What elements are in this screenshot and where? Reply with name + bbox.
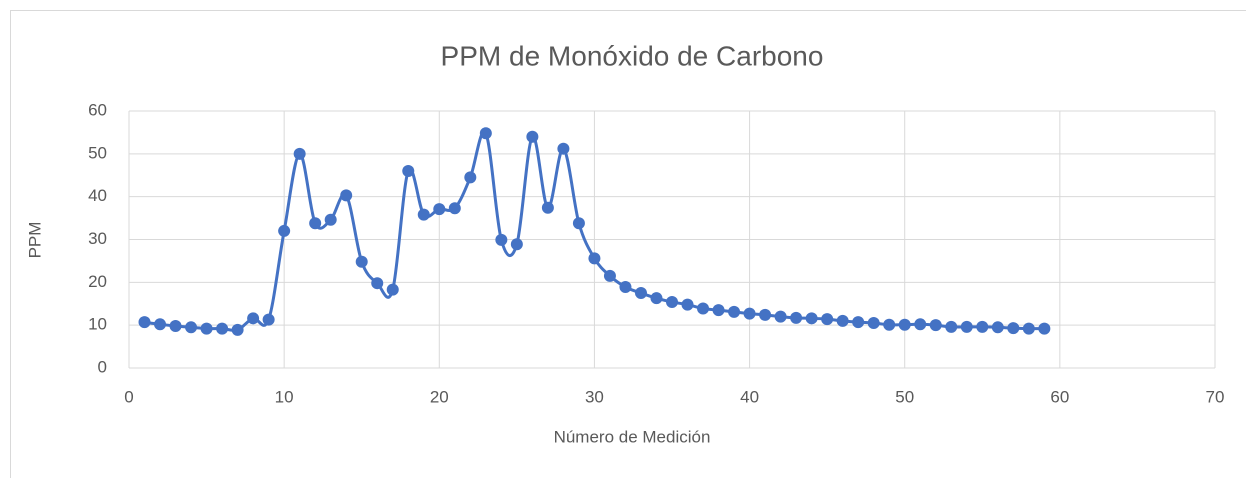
marker <box>960 320 973 333</box>
marker <box>402 164 415 177</box>
marker <box>247 312 260 325</box>
marker <box>650 292 663 305</box>
marker <box>355 255 368 268</box>
marker <box>231 323 244 336</box>
marker <box>898 318 911 331</box>
marker <box>309 217 322 230</box>
marker <box>572 217 585 230</box>
y-tick-label: 0 <box>98 357 107 376</box>
marker <box>1022 322 1035 335</box>
marker <box>666 296 678 309</box>
marker <box>1007 322 1020 335</box>
x-tick-label: 30 <box>585 387 604 406</box>
x-tick-label: 0 <box>124 387 133 406</box>
marker <box>821 313 834 326</box>
x-tick-label: 20 <box>430 387 449 406</box>
marker <box>371 277 384 290</box>
marker <box>278 224 291 237</box>
marker <box>417 208 430 221</box>
chart-border <box>10 10 1246 478</box>
marker <box>805 312 818 325</box>
marker <box>495 233 508 246</box>
y-tick-label: 50 <box>88 143 107 162</box>
marker <box>728 305 741 318</box>
x-tick-label: 70 <box>1206 387 1225 406</box>
marker <box>448 202 461 215</box>
y-tick-label: 60 <box>88 100 107 119</box>
marker <box>185 321 198 334</box>
y-tick-label: 30 <box>88 229 107 248</box>
marker <box>836 314 849 327</box>
y-tick-label: 40 <box>88 186 107 205</box>
marker <box>712 304 725 317</box>
marker <box>929 319 942 332</box>
marker <box>697 302 710 315</box>
marker <box>464 171 477 184</box>
marker <box>1038 322 1051 335</box>
marker <box>852 316 865 329</box>
marker <box>774 310 787 323</box>
marker <box>433 203 446 216</box>
marker <box>914 318 927 331</box>
marker <box>169 320 182 333</box>
marker <box>154 318 167 331</box>
marker <box>619 281 632 294</box>
marker <box>526 130 539 143</box>
marker <box>588 252 601 265</box>
marker <box>262 313 275 326</box>
marker <box>324 213 337 226</box>
marker <box>386 283 399 296</box>
x-tick-label: 50 <box>895 387 914 406</box>
marker <box>634 287 647 300</box>
y-axis-label: PPM <box>25 222 44 259</box>
marker <box>138 316 151 329</box>
x-axis-label: Número de Medición <box>554 427 711 446</box>
marker <box>216 322 229 335</box>
chart-title: PPM de Monóxido de Carbono <box>441 40 824 71</box>
marker <box>603 269 616 282</box>
marker <box>510 238 523 251</box>
marker <box>867 317 880 330</box>
marker <box>743 307 756 320</box>
marker <box>945 320 958 333</box>
marker <box>883 318 896 331</box>
x-tick-label: 60 <box>1050 387 1069 406</box>
marker <box>541 201 554 214</box>
marker <box>557 142 570 155</box>
marker <box>340 189 353 202</box>
marker <box>759 308 772 321</box>
marker <box>991 321 1004 334</box>
marker <box>790 311 803 324</box>
marker <box>681 298 694 311</box>
marker <box>479 127 492 140</box>
y-tick-label: 10 <box>88 315 107 334</box>
marker <box>293 147 306 160</box>
x-tick-label: 10 <box>275 387 294 406</box>
marker <box>976 320 989 333</box>
y-tick-label: 20 <box>88 272 107 291</box>
x-tick-label: 40 <box>740 387 759 406</box>
marker <box>200 322 213 335</box>
